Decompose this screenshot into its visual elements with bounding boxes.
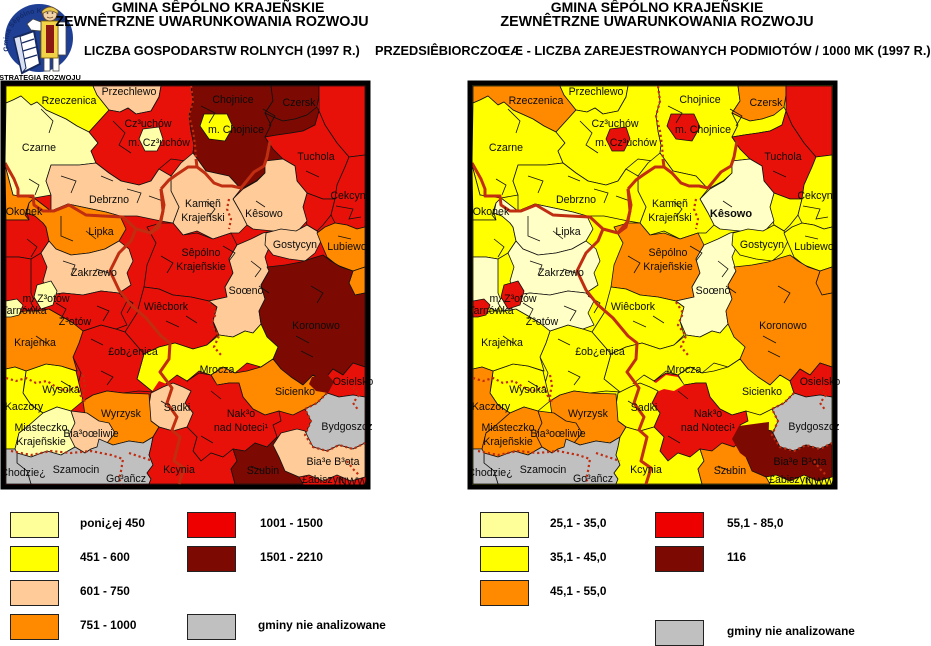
svg-text:Osielsko: Osielsko: [333, 376, 374, 388]
svg-text:m. Cz³uchów: m. Cz³uchów: [128, 137, 190, 149]
svg-text:Chojnice: Chojnice: [679, 94, 720, 106]
svg-text:Gostycyn: Gostycyn: [740, 239, 784, 251]
svg-text:Cekcyn: Cekcyn: [330, 190, 365, 202]
svg-text:Szubin: Szubin: [714, 465, 746, 477]
svg-text:Bia³oœliwie: Bia³oœliwie: [63, 428, 118, 440]
svg-text:Z³otów: Z³otów: [526, 316, 559, 328]
svg-text:Chodzie¿: Chodzie¿: [467, 467, 512, 479]
svg-text:nad Noteci¹: nad Noteci¹: [681, 422, 736, 434]
svg-text:Cz³uchów: Cz³uchów: [591, 118, 638, 130]
svg-text:Mrocza: Mrocza: [667, 364, 702, 376]
svg-text:Krajenka: Krajenka: [481, 337, 523, 349]
svg-text:Koronowo: Koronowo: [759, 320, 807, 332]
svg-text:m. Chojnice: m. Chojnice: [208, 124, 264, 136]
svg-text:Krajeñskie: Krajeñskie: [16, 436, 66, 448]
svg-text:Zakrzewo: Zakrzewo: [71, 267, 117, 279]
svg-text:Szamocin: Szamocin: [520, 464, 567, 476]
svg-text:Krajenka: Krajenka: [14, 337, 56, 349]
svg-text:£abiszyn: £abiszyn: [302, 474, 344, 486]
svg-text:Okonek: Okonek: [6, 206, 43, 218]
svg-text:Go³añcz: Go³añcz: [573, 473, 613, 485]
svg-text:Soœno: Soœno: [229, 285, 264, 297]
svg-text:Rzeczenica: Rzeczenica: [42, 95, 97, 107]
svg-text:Tarnówka: Tarnówka: [1, 305, 46, 317]
svg-text:Tuchola: Tuchola: [764, 151, 801, 163]
svg-text:Krajeñski: Krajeñski: [181, 212, 225, 224]
svg-text:Krajeñski: Krajeñski: [648, 212, 692, 224]
svg-text:Przechlewo: Przechlewo: [102, 86, 157, 98]
svg-text:Nak³o: Nak³o: [694, 408, 722, 420]
svg-text:Gostycyn: Gostycyn: [273, 239, 317, 251]
svg-text:Cz³uchów: Cz³uchów: [124, 118, 171, 130]
svg-text:Chojnice: Chojnice: [212, 94, 253, 106]
svg-text:Tuchola: Tuchola: [297, 151, 334, 163]
svg-text:Osielsko: Osielsko: [800, 376, 841, 388]
svg-text:m. Cz³uchów: m. Cz³uchów: [595, 137, 657, 149]
svg-text:Debrzno: Debrzno: [89, 194, 129, 206]
svg-text:Kamieñ: Kamieñ: [652, 198, 688, 210]
svg-text:m. Z³otów: m. Z³otów: [22, 293, 69, 305]
svg-text:Chodzie¿: Chodzie¿: [0, 467, 45, 479]
svg-text:Sêpólno: Sêpólno: [182, 247, 221, 259]
svg-text:Wiêcbork: Wiêcbork: [144, 301, 189, 313]
svg-text:Bydgoszcz: Bydgoszcz: [321, 421, 372, 433]
svg-text:Czersk: Czersk: [750, 97, 784, 109]
svg-text:Czarne: Czarne: [489, 142, 523, 154]
svg-text:Koronowo: Koronowo: [292, 320, 340, 332]
svg-text:Go³añcz: Go³añcz: [106, 473, 146, 485]
svg-text:Wiêcbork: Wiêcbork: [611, 301, 656, 313]
svg-text:Krajeñskie: Krajeñskie: [176, 261, 226, 273]
svg-text:Z³otów: Z³otów: [59, 316, 92, 328]
svg-text:Soœno: Soœno: [696, 285, 731, 297]
svg-text:Lubiewo: Lubiewo: [794, 241, 834, 253]
svg-text:Krajeñskie: Krajeñskie: [483, 436, 533, 448]
svg-text:Wysoka: Wysoka: [42, 384, 80, 396]
svg-text:Kaczory: Kaczory: [472, 401, 511, 413]
svg-text:Cekcyn: Cekcyn: [797, 190, 832, 202]
svg-text:£ob¿enica: £ob¿enica: [575, 346, 625, 358]
svg-text:Szubin: Szubin: [247, 465, 279, 477]
svg-text:Bia³e B³ota: Bia³e B³ota: [774, 456, 827, 468]
svg-text:Lubiewo: Lubiewo: [327, 241, 367, 253]
svg-text:Miasteczko: Miasteczko: [15, 422, 68, 434]
svg-text:Sadki: Sadki: [631, 402, 658, 414]
svg-text:Kêsowo: Kêsowo: [245, 208, 283, 220]
svg-text:Zakrzewo: Zakrzewo: [538, 267, 584, 279]
svg-text:£abiszyn: £abiszyn: [769, 474, 811, 486]
svg-text:Rzeczenica: Rzeczenica: [509, 95, 564, 107]
svg-text:Kaczory: Kaczory: [5, 401, 44, 413]
svg-text:Sicienko: Sicienko: [742, 386, 782, 398]
svg-text:Sicienko: Sicienko: [275, 386, 315, 398]
svg-text:Mrocza: Mrocza: [200, 364, 235, 376]
svg-text:Wyrzysk: Wyrzysk: [101, 408, 142, 420]
svg-text:Wysoka: Wysoka: [509, 384, 547, 396]
svg-text:Przechlewo: Przechlewo: [569, 86, 624, 98]
svg-text:Debrzno: Debrzno: [556, 194, 596, 206]
svg-text:Wyrzysk: Wyrzysk: [568, 408, 609, 420]
svg-text:Sadki: Sadki: [164, 402, 191, 414]
svg-text:STRATEGIA ROZWOJU: STRATEGIA ROZWOJU: [0, 73, 81, 82]
svg-text:Krajeñskie: Krajeñskie: [643, 261, 693, 273]
svg-text:Miasteczko: Miasteczko: [482, 422, 535, 434]
svg-text:Szamocin: Szamocin: [53, 464, 100, 476]
svg-text:Bia³oœliwie: Bia³oœliwie: [530, 428, 585, 440]
svg-text:Lipka: Lipka: [88, 226, 113, 238]
svg-text:Kamieñ: Kamieñ: [185, 198, 221, 210]
svg-text:Nak³o: Nak³o: [227, 408, 255, 420]
svg-text:£ob¿enica: £ob¿enica: [108, 346, 158, 358]
svg-text:Bia³e B³ota: Bia³e B³ota: [307, 456, 360, 468]
svg-text:Sêpólno: Sêpólno: [649, 247, 688, 259]
svg-text:Lipka: Lipka: [555, 226, 580, 238]
svg-text:m. Z³otów: m. Z³otów: [489, 293, 536, 305]
svg-text:nad Noteci¹: nad Noteci¹: [214, 422, 269, 434]
svg-text:Tarnówka: Tarnówka: [468, 305, 513, 317]
svg-text:Bydgoszcz: Bydgoszcz: [788, 421, 839, 433]
svg-text:Kcynia: Kcynia: [163, 464, 195, 476]
svg-text:Czersk: Czersk: [283, 97, 317, 109]
svg-text:Kcynia: Kcynia: [630, 464, 662, 476]
svg-text:Czarne: Czarne: [22, 142, 56, 154]
svg-text:Okonek: Okonek: [473, 206, 510, 218]
svg-text:Kêsowo: Kêsowo: [710, 208, 752, 220]
svg-text:m. Chojnice: m. Chojnice: [675, 124, 731, 136]
